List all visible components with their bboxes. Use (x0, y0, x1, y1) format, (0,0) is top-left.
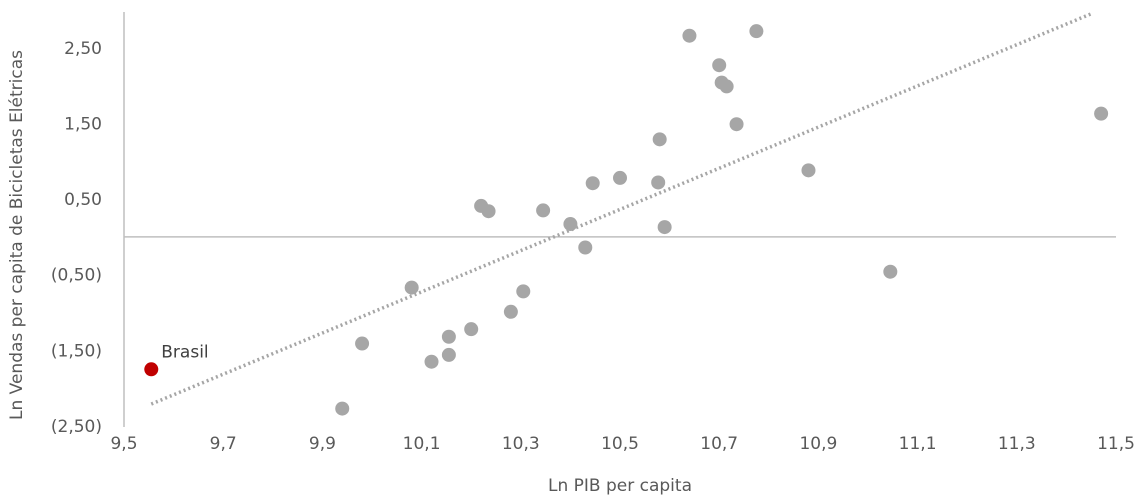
x-tick-label: 10,7 (700, 434, 738, 454)
data-point (464, 322, 479, 337)
x-tick-label: 10,3 (502, 434, 540, 454)
data-point (657, 220, 672, 235)
data-point (749, 24, 764, 39)
y-tick-label: (2,50) (51, 417, 102, 437)
y-tick-label: 1,50 (64, 114, 102, 134)
data-point (682, 28, 697, 43)
trendline (150, 12, 1092, 406)
x-tick-label: 9,5 (110, 434, 137, 454)
data-point (613, 170, 627, 185)
data-point (729, 117, 744, 132)
x-tick-label: 10,5 (601, 434, 639, 454)
x-tick-label: 11,3 (998, 434, 1036, 454)
data-point (481, 204, 496, 219)
x-tick-label: 9,9 (309, 434, 336, 454)
data-point (355, 336, 370, 351)
x-axis-title: Ln PIB per capita (548, 476, 692, 496)
data-point (883, 264, 898, 279)
x-tick-label: 11,5 (1097, 434, 1135, 454)
highlight-label: Brasil (161, 342, 208, 362)
data-point (651, 175, 666, 190)
y-tick-label: (1,50) (51, 341, 102, 361)
x-tick-label: 10,9 (799, 434, 837, 454)
x-tick-label: 11,1 (899, 434, 937, 454)
data-point (719, 79, 734, 94)
y-axis-title: Ln Vendas per capita de Bicicletas Elétr… (7, 50, 27, 420)
data-point (441, 347, 456, 362)
data-point (503, 304, 518, 319)
data-point (335, 401, 350, 416)
highlight-point-brasil (144, 362, 159, 377)
x-tick-label: 10,1 (403, 434, 441, 454)
data-point (563, 217, 578, 232)
data-point (516, 284, 531, 299)
data-point (578, 240, 593, 255)
x-tick-label: 9,7 (210, 434, 237, 454)
data-point (585, 176, 600, 191)
data-point (424, 354, 439, 369)
data-point (712, 58, 727, 73)
data-point (536, 203, 551, 218)
data-point (1094, 106, 1109, 121)
y-tick-label: 2,50 (64, 39, 102, 59)
data-point (441, 329, 456, 344)
data-point (404, 280, 419, 295)
data-point (801, 163, 816, 178)
y-tick-label: (0,50) (51, 266, 102, 286)
y-tick-label: 0,50 (64, 190, 102, 210)
data-point (652, 132, 667, 147)
